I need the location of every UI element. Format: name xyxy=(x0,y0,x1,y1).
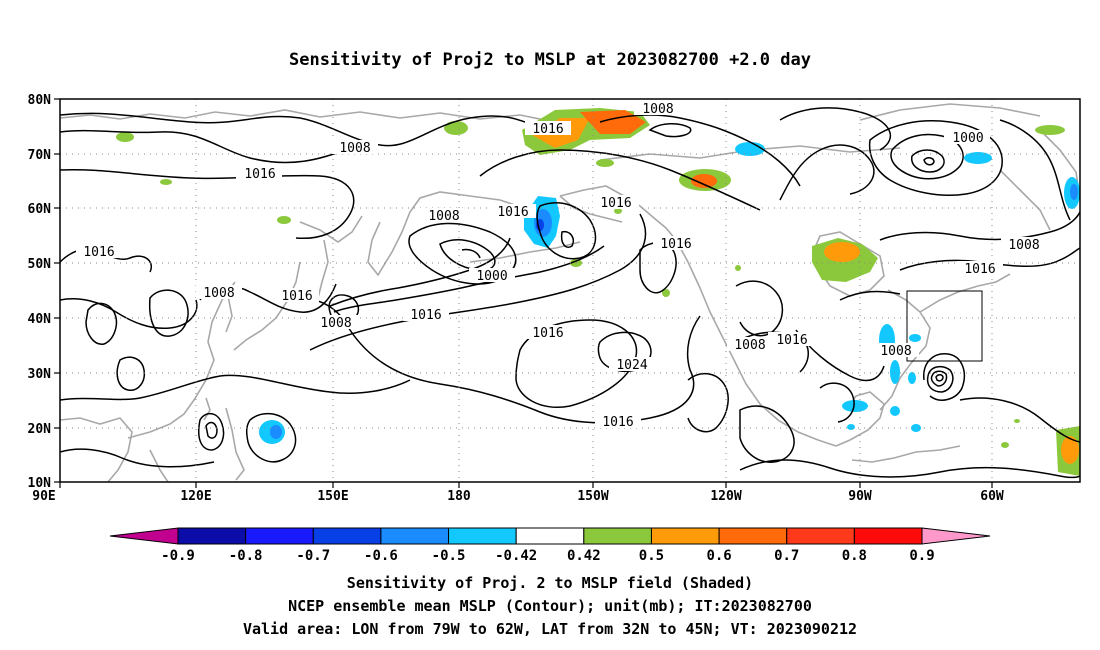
lon-tick-label: 150W xyxy=(577,489,608,504)
colorbar-label: -0.8 xyxy=(229,548,263,564)
map-title: Sensitivity of Proj2 to MSLP at 20230827… xyxy=(289,50,811,70)
contour-label: 1016 xyxy=(602,415,633,430)
contour-label: 1016 xyxy=(600,196,631,211)
lon-labels: 90E 120E 150E 180 150W 120W 90W 60W xyxy=(32,489,1004,504)
colorbar-label: 0.9 xyxy=(909,548,934,564)
lat-labels: 80N 70N 60N 50N 40N 30N 20N 10N xyxy=(28,93,52,491)
colorbar-label: 0.7 xyxy=(774,548,799,564)
lat-tick-label: 20N xyxy=(28,422,52,437)
colorbar-swatch xyxy=(650,527,720,545)
colorbar-min-arrow xyxy=(109,527,179,545)
caption-line-2: NCEP ensemble mean MSLP (Contour); unit(… xyxy=(288,597,812,615)
caption-line-1: Sensitivity of Proj. 2 to MSLP field (Sh… xyxy=(346,574,754,592)
colorbar-swatch xyxy=(380,527,450,545)
colorbar-swatch xyxy=(312,527,382,545)
colorbar-label: -0.42 xyxy=(495,548,537,564)
colorbar-label: -0.7 xyxy=(296,548,330,564)
lon-tick-label: 120W xyxy=(710,489,741,504)
contour-label: 1016 xyxy=(660,237,691,252)
colorbar-label: 0.8 xyxy=(842,548,867,564)
contour-label: 1016 xyxy=(532,326,563,341)
contour-label: 1016 xyxy=(410,308,441,323)
lon-tick-label: 60W xyxy=(980,489,1004,504)
colorbar-swatch xyxy=(448,527,517,545)
map-frame xyxy=(59,98,1081,483)
lat-tick-label: 80N xyxy=(28,93,52,108)
contour-label: 1008 xyxy=(1008,238,1039,253)
contour-label: 1008 xyxy=(339,141,370,156)
map-panel xyxy=(60,99,1080,482)
colorbar-swatch xyxy=(718,527,788,545)
colorbar-swatch xyxy=(245,527,314,545)
colorbar-label: 0.5 xyxy=(639,548,664,564)
contour-label: 1008 xyxy=(320,316,351,331)
colorbar: -0.9 -0.8 -0.7 -0.6 -0.5 -0.42 0.42 0.5 0.6 0.7 0.… xyxy=(109,527,991,564)
tick-marks xyxy=(54,98,993,488)
lon-tick-label: 90W xyxy=(848,489,872,504)
contour-label: 1016 xyxy=(497,205,528,220)
contour-label: 1016 xyxy=(244,167,275,182)
lat-tick-label: 50N xyxy=(28,257,52,272)
lat-tick-label: 40N xyxy=(28,312,52,327)
contour-labels: 1008 1016 1008 1000 1016 1008 1016 1016 … xyxy=(76,101,1047,430)
lat-tick-label: 60N xyxy=(28,202,52,217)
contour-label: 1008 xyxy=(428,209,459,224)
contour-label: 1008 xyxy=(734,338,765,353)
caption-line-3: Valid area: LON from 79W to 62W, LAT fro… xyxy=(242,620,858,638)
lon-tick-label: 120E xyxy=(180,489,211,504)
lon-tick-label: 90E xyxy=(32,489,55,504)
contour-label: 1000 xyxy=(476,269,507,284)
contour-label: 1008 xyxy=(203,286,234,301)
lon-tick-label: 150E xyxy=(317,489,348,504)
valid-area-box xyxy=(906,290,983,362)
contour-label: 1016 xyxy=(83,245,114,260)
lat-tick-label: 30N xyxy=(28,367,52,382)
contour-label: 1016 xyxy=(281,289,312,304)
colorbar-label: -0.5 xyxy=(432,548,466,564)
contour-label: 1008 xyxy=(880,344,911,359)
colorbar-swatch xyxy=(177,527,247,545)
colorbar-swatch xyxy=(583,527,652,545)
lat-tick-label: 70N xyxy=(28,148,52,163)
colorbar-label: -0.6 xyxy=(364,548,398,564)
colorbar-max-arrow xyxy=(921,527,991,545)
colorbar-swatch xyxy=(786,527,855,545)
colorbar-swatch xyxy=(515,527,585,545)
colorbar-swatch xyxy=(853,527,923,545)
colorbar-label: -0.9 xyxy=(161,548,195,564)
contour-label: 1016 xyxy=(776,333,807,348)
grid xyxy=(60,99,1080,482)
contour-label: 1008 xyxy=(642,102,673,117)
contour-label: 1024 xyxy=(616,358,647,373)
coastlines xyxy=(60,103,1080,482)
mslp-contours xyxy=(60,107,1080,479)
colorbar-label: 0.6 xyxy=(706,548,731,564)
contour-label: 1000 xyxy=(952,131,983,146)
lat-tick-label: 10N xyxy=(28,476,52,491)
colorbar-label: 0.42 xyxy=(567,548,601,564)
sensitivity-shading xyxy=(116,108,1080,476)
contour-label: 1016 xyxy=(964,262,995,277)
lon-tick-label: 180 xyxy=(447,489,471,504)
contour-label: 1016 xyxy=(532,122,563,137)
